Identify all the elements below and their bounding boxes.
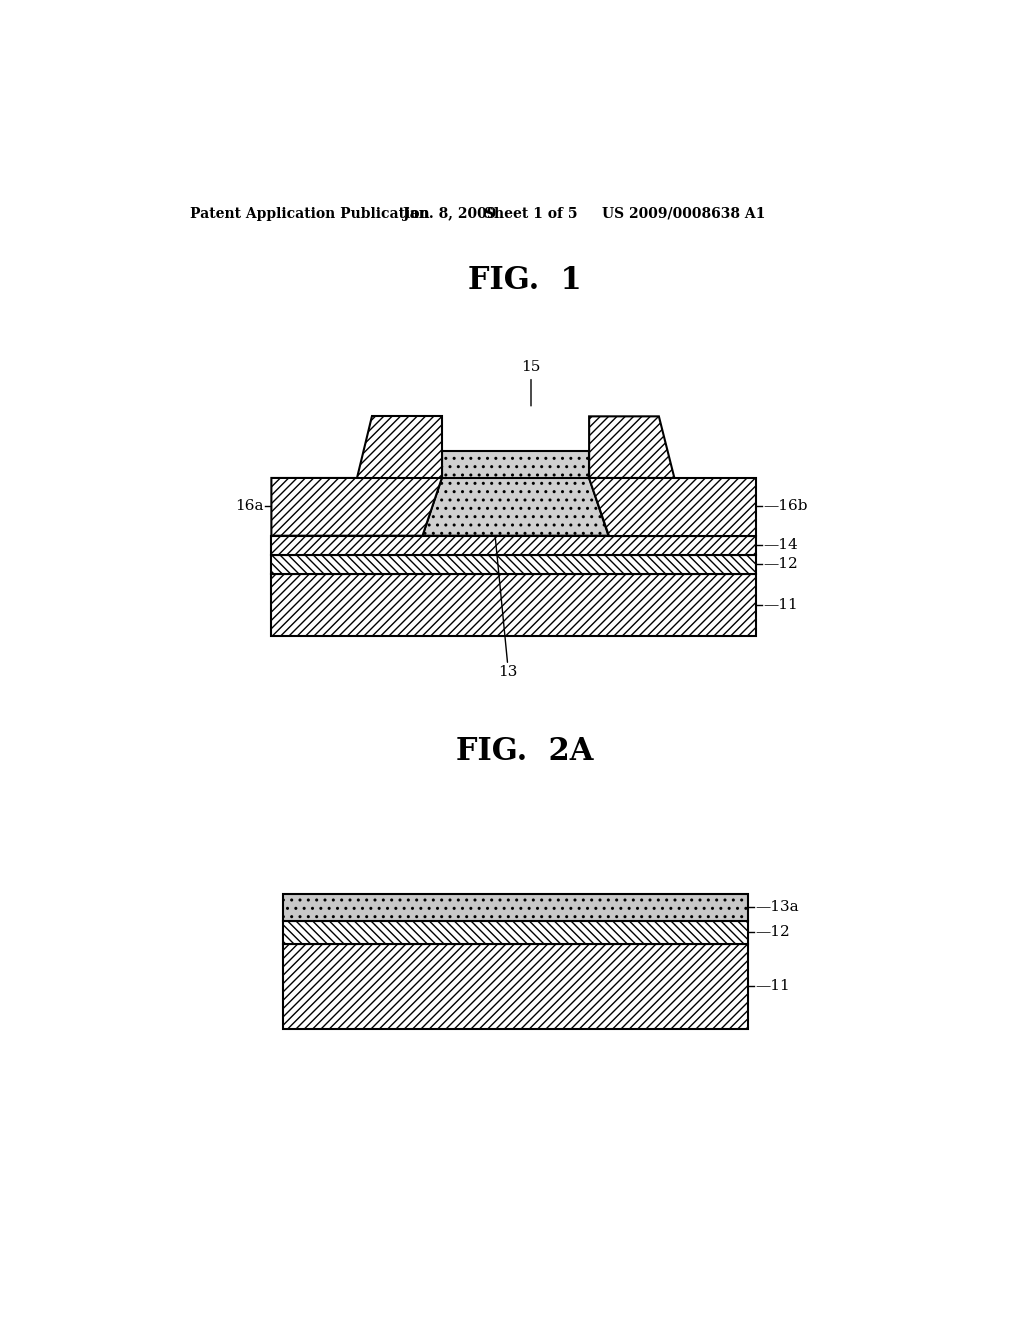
Text: —11: —11: [756, 979, 791, 993]
Polygon shape: [283, 944, 748, 1028]
Polygon shape: [271, 554, 756, 574]
Text: FIG.  2A: FIG. 2A: [456, 735, 594, 767]
Text: US 2009/0008638 A1: US 2009/0008638 A1: [602, 207, 766, 220]
Text: —16b: —16b: [764, 499, 808, 513]
Text: Sheet 1 of 5: Sheet 1 of 5: [484, 207, 578, 220]
Polygon shape: [271, 574, 756, 636]
Polygon shape: [271, 478, 442, 536]
Text: 16a: 16a: [236, 499, 263, 513]
Text: —13a: —13a: [756, 900, 800, 913]
Text: Patent Application Publication: Patent Application Publication: [190, 207, 430, 220]
Text: FIG.  1: FIG. 1: [468, 264, 582, 296]
Text: —14: —14: [764, 539, 799, 552]
Text: 13: 13: [498, 665, 517, 678]
Polygon shape: [589, 478, 756, 536]
Text: Jan. 8, 2009: Jan. 8, 2009: [403, 207, 497, 220]
Text: —11: —11: [764, 598, 799, 612]
Polygon shape: [356, 416, 442, 478]
Polygon shape: [283, 921, 748, 944]
Text: —12: —12: [756, 925, 791, 940]
Polygon shape: [283, 894, 748, 921]
Text: —12: —12: [764, 557, 799, 572]
Polygon shape: [423, 478, 608, 536]
Text: 15: 15: [521, 360, 541, 405]
Polygon shape: [442, 451, 589, 478]
Polygon shape: [589, 416, 675, 478]
Polygon shape: [271, 536, 756, 554]
